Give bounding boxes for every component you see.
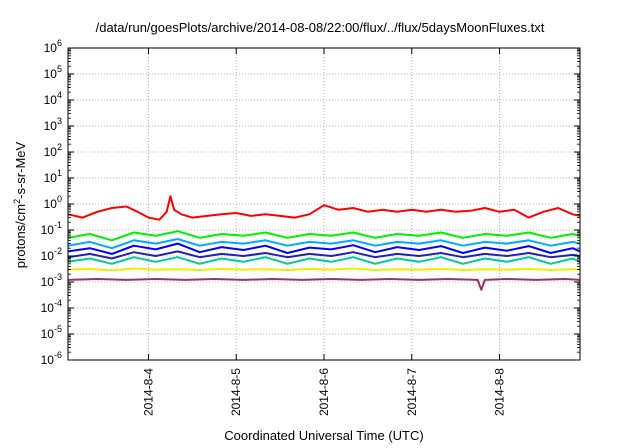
y-tick-label: 106 xyxy=(44,38,62,55)
series-line-4 xyxy=(67,242,581,255)
axis-ticks xyxy=(68,47,580,361)
y-tick-label: 10-4 xyxy=(41,298,62,315)
chart-title: /data/run/goesPlots/archive/2014-08-08/2… xyxy=(95,20,545,35)
y-tick-label: 102 xyxy=(44,142,62,159)
x-tick-label: 2014-8-6 xyxy=(317,368,331,416)
y-tick-label: 10-2 xyxy=(41,246,62,263)
series-line-5 xyxy=(67,250,581,260)
y-tick-label: 10-1 xyxy=(41,220,62,237)
x-axis-label: Coordinated Universal Time (UTC) xyxy=(224,428,424,443)
series-line-8 xyxy=(67,278,581,291)
y-tick-label: 10-3 xyxy=(41,272,62,289)
y-tick-label: 10-6 xyxy=(41,350,62,367)
axis-tick-labels: 10-6 10-5 10-4 10-3 10-2 10-1 100 101 102 103 104 1… xyxy=(41,38,507,416)
series-line-1 xyxy=(67,195,581,221)
y-tick-label: 104 xyxy=(44,90,62,107)
series-line-2 xyxy=(67,230,581,242)
y-tick-label: 103 xyxy=(44,116,62,133)
series-line-7 xyxy=(67,267,581,272)
y-axis-label-suffix: -s-sr-MeV xyxy=(13,141,28,199)
x-tick-label: 2014-8-7 xyxy=(405,368,419,416)
y-axis-label-superscript: 2 xyxy=(12,198,22,204)
x-tick-label: 2014-8-8 xyxy=(493,368,507,416)
x-tick-label: 2014-8-5 xyxy=(229,368,243,416)
y-axis-label-prefix: protons/cm xyxy=(13,203,28,269)
series-line-6 xyxy=(67,256,581,265)
y-tick-label: 105 xyxy=(44,64,62,81)
series-line-3 xyxy=(67,238,581,250)
y-tick-label: 101 xyxy=(44,168,62,185)
y-tick-label: 100 xyxy=(44,194,62,211)
y-tick-label: 10-5 xyxy=(41,324,62,341)
series-group xyxy=(67,195,581,291)
x-tick-label: 2014-8-4 xyxy=(141,368,155,416)
grid xyxy=(68,48,580,360)
